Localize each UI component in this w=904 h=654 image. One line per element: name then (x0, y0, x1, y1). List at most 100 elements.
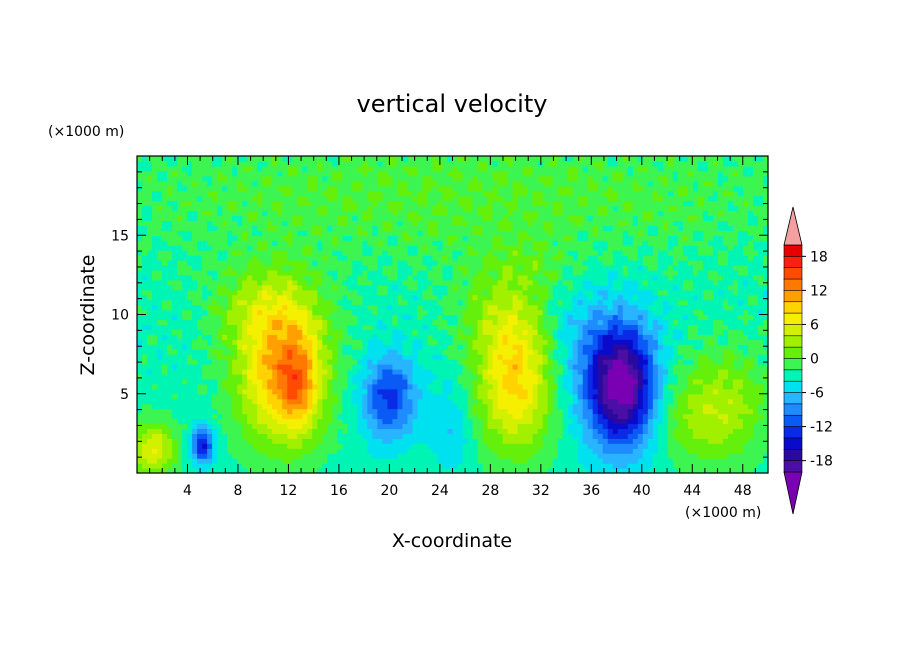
field-cell (397, 304, 404, 311)
field-cell (372, 468, 378, 474)
field-cell (322, 433, 328, 439)
field-cell (537, 359, 544, 365)
field-cell (262, 423, 268, 430)
field-cell (187, 309, 193, 316)
field-cell (497, 428, 504, 434)
field-cell (207, 299, 213, 306)
field-cell (347, 319, 353, 325)
field-cell (542, 418, 549, 425)
field-cell (552, 324, 559, 330)
field-cell (707, 309, 714, 316)
field-cell (567, 334, 574, 340)
field-cell (667, 378, 674, 385)
field-cell (652, 453, 659, 459)
field-cell (482, 458, 489, 464)
field-cell (157, 393, 163, 400)
field-cell (227, 443, 233, 449)
field-cell (362, 458, 368, 464)
field-cell (417, 279, 424, 286)
field-cell (202, 458, 208, 464)
field-cell (657, 349, 664, 355)
field-cell (487, 359, 494, 365)
field-cell (567, 468, 574, 474)
field-cell (552, 453, 559, 459)
field-cell (752, 373, 759, 380)
field-cell (427, 418, 434, 425)
field-cell (427, 403, 434, 410)
field-cell (512, 309, 519, 316)
field-cell (657, 359, 664, 365)
field-cell (157, 314, 163, 321)
field-cell (137, 423, 143, 430)
field-cell (247, 413, 253, 420)
field-cell (627, 438, 634, 444)
field-cell (422, 354, 429, 360)
field-cell (387, 373, 394, 380)
field-cell (577, 453, 584, 459)
field-cell (442, 344, 449, 350)
field-cell (317, 314, 323, 321)
field-cell (427, 344, 434, 350)
field-cell (397, 344, 404, 350)
field-cell (667, 458, 674, 464)
field-cell (462, 428, 469, 434)
field-cell (717, 403, 724, 410)
field-cell (147, 284, 153, 291)
field-cell (732, 418, 739, 425)
field-cell (412, 388, 419, 395)
field-cell (517, 373, 524, 380)
field-cell (452, 314, 459, 321)
field-cell (362, 403, 368, 410)
field-cell (632, 329, 639, 335)
field-cell (227, 453, 233, 459)
field-cell (492, 378, 499, 385)
field-cell (542, 309, 549, 316)
field-cell (387, 383, 394, 390)
field-cell (262, 398, 268, 405)
field-cell (352, 458, 358, 464)
field-cell (477, 423, 484, 430)
field-cell (582, 453, 589, 459)
field-cell (392, 403, 399, 410)
field-cell (247, 448, 253, 454)
field-cell (457, 304, 464, 311)
field-cell (557, 344, 564, 350)
field-cell (727, 448, 734, 454)
field-cell (727, 344, 734, 350)
field-cell (452, 428, 459, 434)
field-cell (277, 359, 283, 365)
field-cell (677, 349, 684, 355)
field-cell (702, 284, 709, 291)
field-cell (717, 284, 724, 291)
field-cell (382, 443, 388, 449)
field-cell (412, 453, 419, 459)
field-cell (607, 334, 614, 340)
field-cell (472, 299, 479, 306)
field-cell (317, 319, 323, 325)
field-cell (392, 468, 399, 474)
field-cell (192, 418, 198, 425)
field-cell (237, 463, 243, 469)
field-cell (227, 428, 233, 434)
field-cell (212, 339, 218, 345)
field-cell (247, 373, 253, 380)
field-cell (232, 319, 238, 325)
field-cell (522, 458, 529, 464)
field-cell (717, 309, 724, 316)
field-cell (322, 299, 328, 306)
field-cell (252, 329, 258, 335)
field-cell (142, 344, 148, 350)
field-cell (182, 289, 188, 296)
field-cell (302, 453, 308, 459)
field-cell (712, 349, 719, 355)
field-cell (747, 453, 754, 459)
field-cell (532, 393, 539, 400)
field-cell (512, 274, 519, 281)
field-cell (587, 403, 594, 410)
field-cell (437, 413, 444, 420)
field-cell (687, 279, 694, 286)
field-cell (237, 354, 243, 360)
field-cell (652, 413, 659, 420)
field-cell (247, 359, 253, 365)
field-cell (367, 274, 373, 281)
